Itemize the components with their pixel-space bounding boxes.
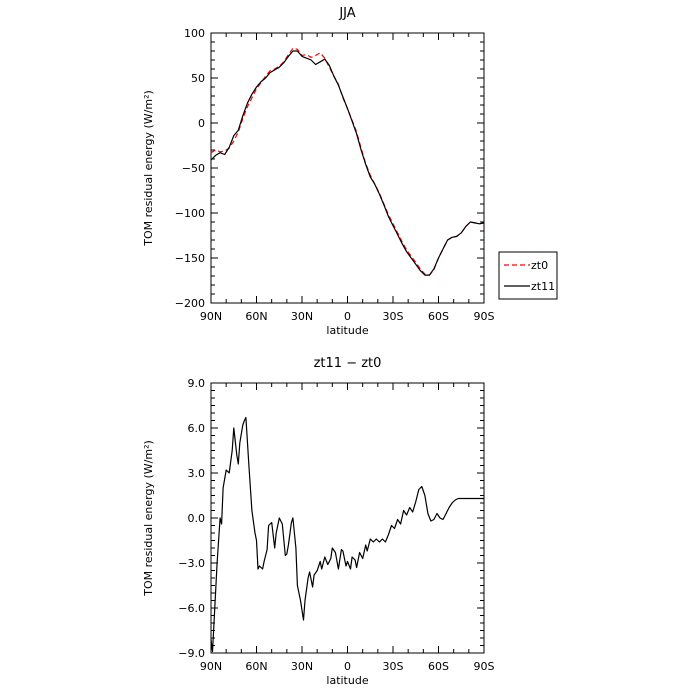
y-tick-label: 0.0 <box>188 512 206 525</box>
top-panel: JJA 90N 60N 30N 0 30S 60S 90S 100 50 0 −50 −100 −150 −… <box>142 6 558 337</box>
y-tick-label: 0 <box>198 117 205 130</box>
x-tick-label: 0 <box>344 310 351 323</box>
legend-label-zt11: zt11 <box>531 280 555 293</box>
x-tick-label: 60S <box>428 660 449 673</box>
y-tick-label: −150 <box>175 252 205 265</box>
plot-frame <box>210 382 485 654</box>
x-tick-label: 90N <box>200 310 222 323</box>
chart-title: JJA <box>338 6 355 21</box>
y-tick-label: −9.0 <box>178 647 205 660</box>
series-line-series-0 <box>210 416 484 653</box>
x-tick-label: 90S <box>474 310 495 323</box>
plot-frame <box>210 32 485 304</box>
legend-label-zt0: zt0 <box>531 259 548 272</box>
x-tick-label: 30S <box>383 310 404 323</box>
x-tick-label: 30N <box>291 310 313 323</box>
y-axis-label: TOM residual energy (W/m²) <box>142 90 155 247</box>
x-tick-label: 60S <box>428 310 449 323</box>
y-axis-label: TOM residual energy (W/m²) <box>142 440 155 597</box>
y-tick-label: −6.0 <box>178 602 205 615</box>
x-axis-label: latitude <box>326 324 368 337</box>
y-tick-label: −3.0 <box>178 557 205 570</box>
y-tick-label: 9.0 <box>188 377 206 390</box>
legend-box <box>498 251 558 300</box>
y-tick-label: −50 <box>182 162 205 175</box>
chart-title: zt11 − zt0 <box>314 356 382 371</box>
series-line-zt0 <box>210 47 485 276</box>
x-tick-label: 60N <box>245 660 267 673</box>
series-line-zt11 <box>210 50 485 276</box>
y-tick-label: 50 <box>191 72 205 85</box>
x-axis-label: latitude <box>326 674 368 687</box>
y-tick-label: 100 <box>184 27 205 40</box>
x-tick-label: 90S <box>474 660 495 673</box>
x-tick-label: 0 <box>344 660 351 673</box>
y-tick-label: −100 <box>175 207 205 220</box>
y-tick-label: −200 <box>175 297 205 310</box>
x-tick-label: 30N <box>291 660 313 673</box>
x-tick-label: 30S <box>383 660 404 673</box>
y-tick-label: 3.0 <box>188 467 206 480</box>
x-tick-label: 60N <box>245 310 267 323</box>
x-tick-label: 90N <box>200 660 222 673</box>
legend: zt0 zt11 <box>498 251 558 300</box>
bottom-panel: zt11 − zt0 90N 60N 30N 0 30S 60S 90S 9.0 6.0 3.0 0.… <box>142 356 495 687</box>
y-tick-label: 6.0 <box>188 422 206 435</box>
